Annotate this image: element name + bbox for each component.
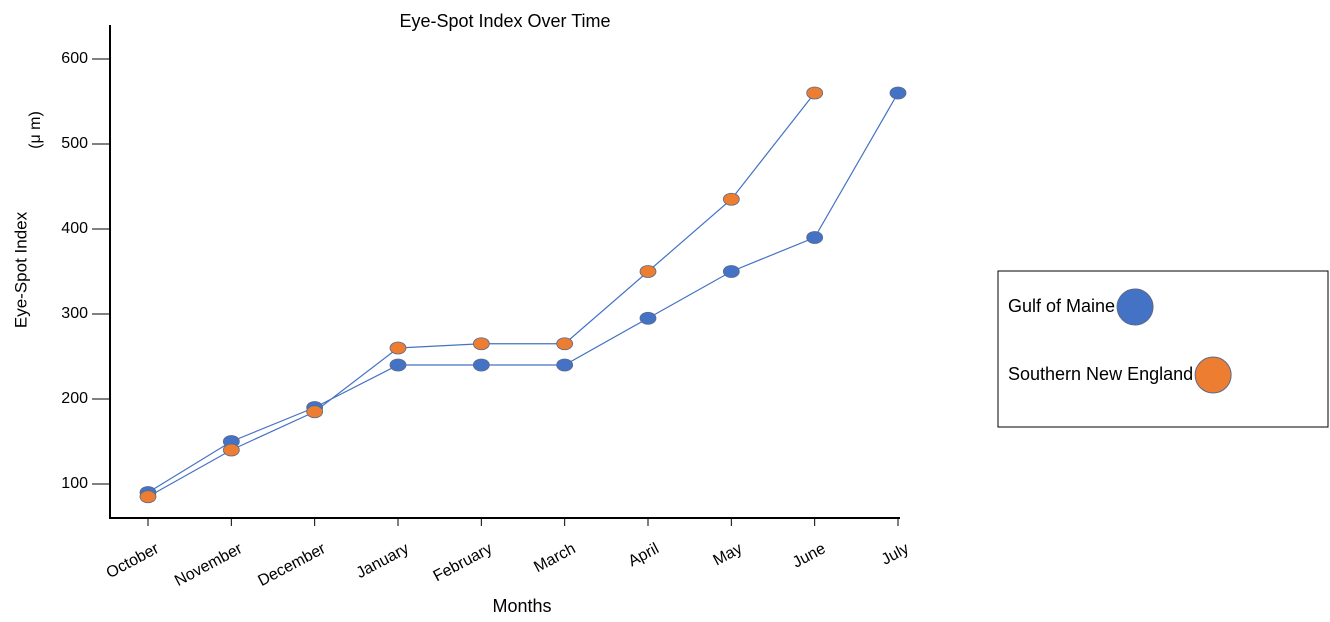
- data-point: [389, 341, 407, 355]
- data-point: [639, 311, 657, 325]
- series-line: [147, 92, 816, 498]
- y-tick-label: 500: [61, 135, 88, 152]
- x-tick-label: February: [431, 540, 496, 585]
- x-tick-label: December: [255, 540, 329, 590]
- x-tick-label: July: [879, 540, 912, 568]
- x-tick-label: January: [354, 540, 412, 582]
- x-tick-label: November: [172, 540, 246, 590]
- data-point: [806, 86, 824, 100]
- y-tick-label: 300: [61, 305, 88, 322]
- x-tick-label: March: [531, 540, 578, 576]
- x-tick-label: April: [626, 540, 662, 570]
- chart-title: Eye-Spot Index Over Time: [399, 11, 610, 31]
- data-point: [889, 86, 907, 100]
- x-tick-label: May: [711, 540, 746, 569]
- legend-swatch: [1116, 288, 1154, 326]
- data-point: [806, 231, 824, 244]
- data-point: [389, 358, 407, 372]
- data-point: [472, 358, 490, 372]
- y-axis-label: Eye-Spot Index: [11, 211, 30, 328]
- legend-label: Gulf of Maine: [1008, 296, 1115, 316]
- x-tick-label: June: [790, 540, 829, 571]
- x-tick-label: October: [104, 540, 163, 582]
- data-point: [556, 358, 574, 372]
- legend-label: Southern New England: [1008, 364, 1193, 384]
- series-line: [147, 92, 899, 494]
- y-tick-label: 200: [61, 390, 88, 407]
- data-point: [222, 443, 240, 457]
- x-axis-label: Months: [492, 596, 551, 616]
- data-point: [556, 337, 574, 351]
- legend-box: [997, 270, 1329, 428]
- y-tick-label: 400: [61, 220, 88, 237]
- y-tick-label: 100: [61, 475, 88, 492]
- data-point: [306, 405, 324, 419]
- data-point: [639, 265, 657, 278]
- data-point: [472, 337, 490, 351]
- data-point: [139, 490, 157, 504]
- data-point: [722, 192, 740, 206]
- legend-swatch: [1194, 356, 1232, 394]
- data-point: [722, 265, 740, 278]
- y-axis-unit: (μ m): [27, 111, 44, 149]
- y-tick-label: 600: [61, 50, 88, 67]
